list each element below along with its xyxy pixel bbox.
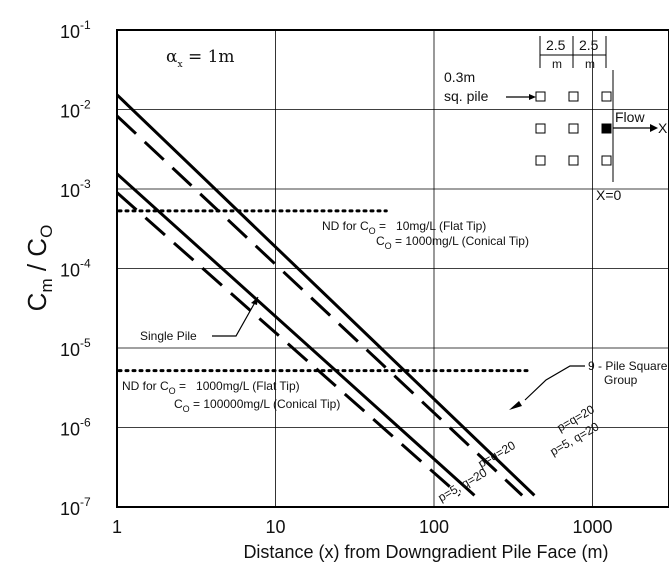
- spacing-unit-2: m: [585, 57, 595, 71]
- plot-area: [116, 29, 669, 508]
- y-tick-label: 10-1: [60, 18, 91, 42]
- single-pile-arrowhead: [251, 297, 258, 305]
- threshold-group: [117, 209, 531, 373]
- y-tick-label: 10-3: [60, 177, 91, 201]
- spacing-unit-1: m: [552, 57, 562, 71]
- alpha-annotation: αx = 1m: [166, 47, 235, 70]
- y-tick-label: 10-7: [60, 495, 91, 519]
- x-tick-label: 1: [112, 517, 122, 537]
- pile-layout-inset: 2.5 2.5 m m 0.3m sq. pile X=0 Flow X: [444, 36, 668, 203]
- group-arrowhead: [509, 401, 522, 410]
- x-axis-label: X: [658, 120, 668, 136]
- flow-label: Flow: [615, 109, 645, 125]
- series-line-1: [117, 93, 536, 497]
- x-tick-label: 10: [265, 517, 285, 537]
- x-tick-label: 100: [419, 517, 449, 537]
- nd-upper-line1: ND for CO = 10mg/L (Flat Tip): [322, 219, 486, 236]
- series-line-3: [117, 172, 476, 497]
- series-group: [117, 93, 536, 497]
- nd-lower-line2: CO = 100000mg/L (Conical Tip): [174, 397, 340, 414]
- nd-upper-line2: CO = 1000mg/L (Conical Tip): [376, 234, 529, 251]
- single-pile-leader: [212, 296, 259, 337]
- origin-label: X=0: [596, 187, 622, 203]
- grid-lines: [117, 30, 669, 507]
- curve-label-4: p=5, q=20: [436, 465, 490, 504]
- y-axis-title: Cm / CO: [22, 225, 56, 312]
- pile-label-line2: sq. pile: [444, 88, 489, 104]
- y-tick-label: 10-2: [60, 98, 91, 122]
- series-line-2: [117, 114, 524, 497]
- group-label-line2: Group: [604, 373, 638, 387]
- nd-lower-line1: ND for CO = 1000mg/L (Flat Tip): [122, 379, 300, 396]
- x-tick-label: 1000: [572, 517, 612, 537]
- y-tick-labels: 10-1 10-2 10-3 10-4 10-5 10-6 10-7: [60, 18, 91, 519]
- single-pile-label: Single Pile: [140, 329, 197, 343]
- pile-label-line1: 0.3m: [444, 69, 475, 85]
- y-tick-label: 10-5: [60, 336, 91, 360]
- y-tick-label: 10-4: [60, 257, 91, 281]
- spacing-label-2: 2.5: [579, 37, 599, 53]
- y-tick-label: 10-6: [60, 416, 91, 440]
- spacing-label-1: 2.5: [546, 37, 566, 53]
- group-label-line1: 9 - Pile Square: [588, 359, 668, 373]
- x-tick-labels: 1 10 100 1000: [112, 517, 613, 537]
- group-leader: [524, 365, 585, 401]
- x-axis-title: Distance (x) from Downgradient Pile Face…: [243, 542, 608, 562]
- series-line-4: [117, 191, 461, 497]
